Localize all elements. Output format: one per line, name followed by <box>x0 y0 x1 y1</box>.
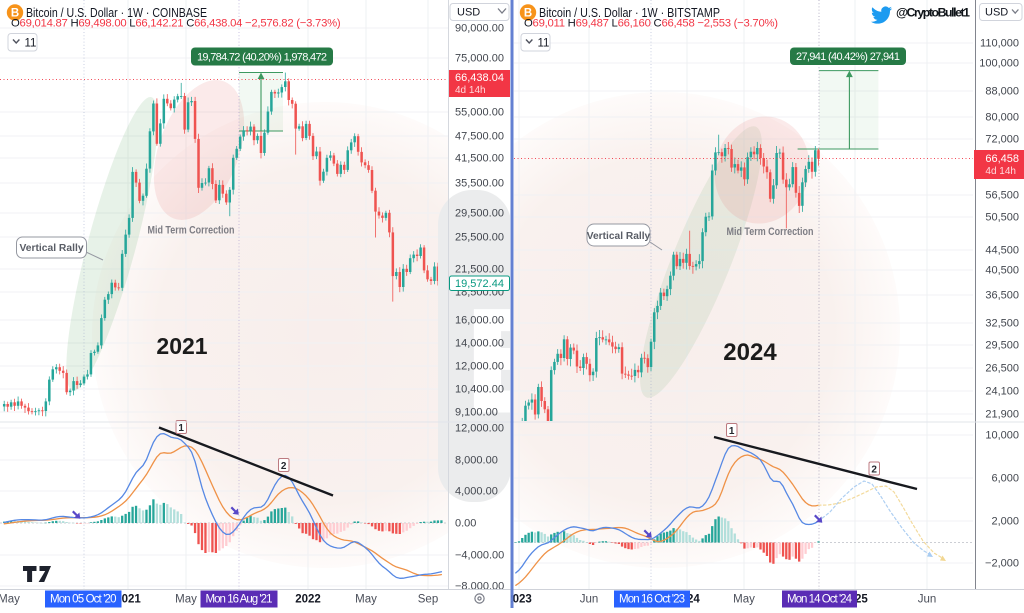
svg-text:USD: USD <box>457 7 480 19</box>
svg-text:24,100: 24,100 <box>985 386 1019 398</box>
svg-text:O69,011 H69,487 L66,160 C66,45: O69,011 H69,487 L66,160 C66,458 −2,553 (… <box>524 18 778 30</box>
svg-text:2021: 2021 <box>156 333 207 359</box>
svg-text:Jun: Jun <box>580 594 599 606</box>
svg-text:41,500.00: 41,500.00 <box>455 153 504 165</box>
svg-text:Mon 14 Oct '24: Mon 14 Oct '24 <box>787 594 853 606</box>
svg-text:May: May <box>355 594 377 606</box>
svg-text:25,500.00: 25,500.00 <box>455 232 504 244</box>
svg-text:6,000: 6,000 <box>991 473 1019 485</box>
svg-text:1: 1 <box>729 426 735 437</box>
svg-text:Mon 16 Oct '23: Mon 16 Oct '23 <box>619 594 685 606</box>
svg-text:14,000.00: 14,000.00 <box>455 338 504 350</box>
svg-text:May: May <box>0 594 20 606</box>
svg-text:32,500: 32,500 <box>985 318 1019 330</box>
svg-text:36,500: 36,500 <box>985 290 1019 302</box>
svg-text:May: May <box>733 594 755 606</box>
svg-text:26,500: 26,500 <box>985 363 1019 375</box>
svg-text:72,000: 72,000 <box>985 134 1019 146</box>
svg-text:0.00: 0.00 <box>455 518 476 530</box>
svg-text:May: May <box>175 594 197 606</box>
svg-text:Mon 16 Aug '21: Mon 16 Aug '21 <box>206 594 273 606</box>
svg-text:2024: 2024 <box>723 339 777 366</box>
svg-text:80,000: 80,000 <box>985 112 1019 124</box>
svg-text:USD: USD <box>985 7 1008 19</box>
svg-text:40,500: 40,500 <box>985 265 1019 277</box>
svg-text:29,500.00: 29,500.00 <box>455 208 504 220</box>
svg-text:Vertical Rally: Vertical Rally <box>19 243 83 254</box>
svg-text:35,500.00: 35,500.00 <box>455 178 504 190</box>
svg-text:Jun: Jun <box>918 594 937 606</box>
svg-text:88,000: 88,000 <box>985 86 1019 98</box>
svg-text:Vertical Rally: Vertical Rally <box>587 231 651 242</box>
svg-text:56,500: 56,500 <box>985 190 1019 202</box>
svg-text:50,500: 50,500 <box>985 212 1019 224</box>
svg-text:110,000: 110,000 <box>980 38 1019 50</box>
svg-text:−4,000.00: −4,000.00 <box>455 550 504 562</box>
svg-text:4d 14h: 4d 14h <box>455 85 486 96</box>
svg-text:19,572.44: 19,572.44 <box>455 278 504 290</box>
svg-text:90,000.00: 90,000.00 <box>455 23 504 35</box>
svg-text:27,941 (40.42%) 27,941: 27,941 (40.42%) 27,941 <box>796 51 900 63</box>
svg-text:10,400.00: 10,400.00 <box>455 384 504 396</box>
svg-text:47,500.00: 47,500.00 <box>455 131 504 143</box>
svg-text:−2,000: −2,000 <box>985 558 1019 570</box>
svg-text:2: 2 <box>281 461 287 472</box>
svg-text:100,000: 100,000 <box>979 58 1019 70</box>
svg-text:Mid Term Correction: Mid Term Correction <box>148 225 235 237</box>
svg-text:10,000: 10,000 <box>985 430 1019 442</box>
svg-text:8,000.00: 8,000.00 <box>455 455 498 467</box>
svg-text:11: 11 <box>538 38 550 50</box>
svg-text:21,900: 21,900 <box>985 409 1019 421</box>
svg-text:2,000: 2,000 <box>991 516 1019 528</box>
svg-text:Mon 05 Oct '20: Mon 05 Oct '20 <box>50 594 117 606</box>
svg-text:9,100.00: 9,100.00 <box>455 407 498 419</box>
svg-text:66,458: 66,458 <box>985 153 1019 165</box>
svg-text:21,500.00: 21,500.00 <box>455 264 504 276</box>
svg-text:Sep: Sep <box>418 594 438 606</box>
svg-text:16,000.00: 16,000.00 <box>455 315 504 327</box>
svg-text:4d 14h: 4d 14h <box>985 166 1016 177</box>
svg-text:1: 1 <box>178 423 184 434</box>
svg-text:19,784.72 (40.20%) 1,978,472: 19,784.72 (40.20%) 1,978,472 <box>197 52 327 64</box>
svg-text:29,500: 29,500 <box>985 340 1019 352</box>
svg-text:75,000.00: 75,000.00 <box>455 53 504 65</box>
svg-text:O69,014.87 H69,498.00 L66,142.: O69,014.87 H69,498.00 L66,142.21 C66,438… <box>11 18 341 30</box>
svg-text:11: 11 <box>25 38 37 50</box>
svg-text:44,500: 44,500 <box>985 245 1019 257</box>
svg-text:66,438.04: 66,438.04 <box>455 72 504 84</box>
svg-text:@CryptoBullet1: @CryptoBullet1 <box>896 6 970 20</box>
svg-text:12,000.00: 12,000.00 <box>455 361 504 373</box>
svg-text:4,000.00: 4,000.00 <box>455 486 498 498</box>
svg-text:2: 2 <box>871 465 877 476</box>
svg-text:12,000.00: 12,000.00 <box>455 423 504 435</box>
svg-text:55,000.00: 55,000.00 <box>455 107 504 119</box>
svg-text:2022: 2022 <box>295 594 321 606</box>
svg-text:Mid Term Correction: Mid Term Correction <box>727 226 814 238</box>
